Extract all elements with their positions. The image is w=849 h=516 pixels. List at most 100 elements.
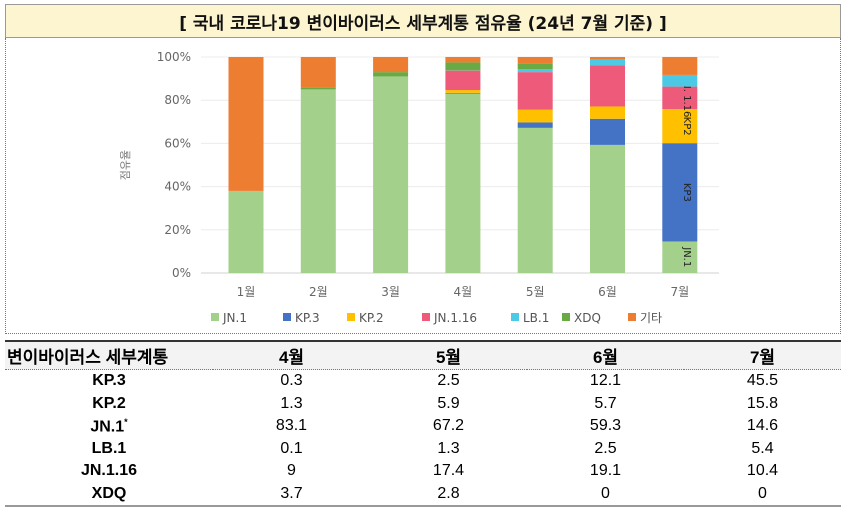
column-header: 5월 [435, 348, 462, 367]
row-label: XDQ [5, 483, 213, 507]
cell-value: 2.5 [437, 372, 460, 390]
row-label: JN.1* [5, 415, 213, 438]
y-axis-label: 점유율 [119, 150, 132, 180]
legend-swatch [422, 313, 430, 321]
table-row: JN.1* 83.1 67.2 59.3 14.6 [5, 415, 841, 438]
bar-segment-기타 [373, 57, 409, 73]
bar-segment-xdq [517, 63, 553, 70]
cell-value: 10.4 [746, 462, 779, 480]
bar-segment-xdq [300, 87, 336, 90]
bar-segment-jn1 [445, 93, 481, 273]
cell-value: 0 [758, 484, 767, 502]
table-row: XDQ 3.7 2.8 0 0 [5, 483, 841, 507]
bar-segment-기타 [590, 57, 625, 60]
cell-value: 45.5 [746, 372, 779, 390]
figure-title: [ 국내 코로나19 변이바이러스 세부계통 점유율 (24년 7월 기준) ] [5, 4, 841, 38]
bar-segment-jn1 [373, 76, 409, 273]
stacked-bar-chart: 0% 20% 40% 60% 80% 100% 점유율 1월 2월 3월 4월 5월 6월 JN.1 KP3… [119, 50, 719, 325]
bar-segment-jn1 [590, 144, 625, 273]
legend-label: KP.3 [295, 311, 320, 325]
bar-segment-xdq [373, 72, 409, 77]
cell-value: 5.4 [751, 439, 774, 457]
x-tick-label: 7월 [670, 285, 689, 299]
legend-swatch [511, 313, 519, 321]
y-tick-label: 80% [164, 93, 191, 107]
legend-label: JN.1.16 [433, 311, 477, 325]
x-tick-label: 3월 [381, 285, 400, 299]
variant-name: KP.2 [92, 394, 126, 412]
table-header-row: 변이바이러스 세부계통 4월 5월 6월 7월 [5, 341, 841, 370]
cell-value: 0.3 [280, 372, 303, 390]
bar-segment-kp2 [445, 90, 481, 93]
column-header: 4월 [278, 348, 305, 367]
bar-segment-jn116 [662, 86, 698, 110]
cell-value: 1.3 [280, 394, 303, 412]
column-header: 변이바이러스 세부계통 [7, 348, 169, 367]
bar-segment-jn1 [300, 89, 336, 274]
legend-label: 기타 [640, 311, 662, 325]
row-label: JN.1.16 [5, 460, 213, 483]
row-label: KP.3 [5, 370, 213, 393]
cell-value: 2.8 [437, 484, 460, 502]
bar-segment-lb1 [662, 74, 698, 87]
table-row: KP.3 0.3 2.5 12.1 45.5 [5, 370, 841, 393]
table-row: LB.1 0.1 1.3 2.5 5.4 [5, 438, 841, 461]
segment-label: KP2 [681, 117, 692, 136]
bar-segment-기타 [662, 57, 698, 75]
legend-label: LB.1 [523, 311, 549, 325]
bar-segment-기타 [517, 57, 553, 64]
variant-name: LB.1 [91, 439, 127, 457]
bar-segment-kp3 [590, 118, 625, 145]
legend-swatch [211, 313, 219, 321]
column-header: 7월 [749, 348, 776, 367]
y-tick-label: 0% [172, 266, 191, 280]
y-tick-label: 100% [157, 50, 191, 64]
variant-name: JN.1.16 [80, 462, 138, 480]
bar-segment-jn116 [445, 70, 481, 91]
legend-label: XDQ [574, 311, 601, 325]
bar-segment-lb1 [590, 59, 625, 66]
x-tick-label: 4월 [454, 285, 473, 299]
cell-value: 67.2 [432, 417, 465, 435]
cell-value: 0.1 [280, 439, 303, 457]
cell-value: 5.7 [594, 394, 617, 412]
bar-segment-xdq [445, 62, 481, 71]
bar-segment-기타 [300, 57, 336, 88]
variant-name: JN.1 [90, 417, 125, 435]
cell-value: 3.7 [280, 484, 303, 502]
bar-segment-jn1 [517, 127, 553, 274]
segment-label: JN.1 [681, 246, 692, 267]
bar-segment-kp2 [662, 109, 698, 144]
bar-segment-기타 [445, 57, 481, 63]
bar-segment-kp3 [662, 143, 698, 242]
variant-name: XDQ [91, 484, 127, 502]
y-tick-label: 60% [164, 136, 191, 150]
legend-swatch [347, 313, 355, 321]
y-tick-label: 40% [164, 180, 191, 194]
cell-value: 12.1 [589, 372, 622, 390]
cell-value: 1.3 [437, 439, 460, 457]
bar-segment-lb1 [517, 69, 553, 73]
segment-label: JN. 1.16 [681, 77, 692, 117]
table-row: JN.1.16 9 17.4 19.1 10.4 [5, 460, 841, 483]
chart-container: 0% 20% 40% 60% 80% 100% 점유율 1월 2월 3월 4월 5월 6월 JN.1 KP3… [5, 38, 841, 334]
variant-name: KP.3 [92, 372, 126, 390]
bar-segment-jn1 [228, 190, 264, 273]
cell-value: 17.4 [432, 462, 465, 480]
y-tick-label: 20% [164, 223, 191, 237]
cell-value: 2.5 [594, 439, 617, 457]
table-row: KP.2 1.3 5.9 5.7 15.8 [5, 393, 841, 416]
legend-swatch [562, 313, 570, 321]
x-tick-label: 2월 [309, 285, 328, 299]
legend-label: JN.1 [222, 311, 247, 325]
cell-value: 59.3 [589, 417, 622, 435]
x-tick-label: 5월 [526, 285, 545, 299]
bar-segment-kp3 [517, 122, 553, 128]
x-tick-label: 6월 [598, 285, 617, 299]
cell-value: 9 [287, 462, 296, 480]
bar-segment-kp2 [517, 109, 553, 123]
legend-swatch [283, 313, 291, 321]
x-tick-label: 1월 [237, 285, 256, 299]
cell-value: 19.1 [589, 462, 622, 480]
